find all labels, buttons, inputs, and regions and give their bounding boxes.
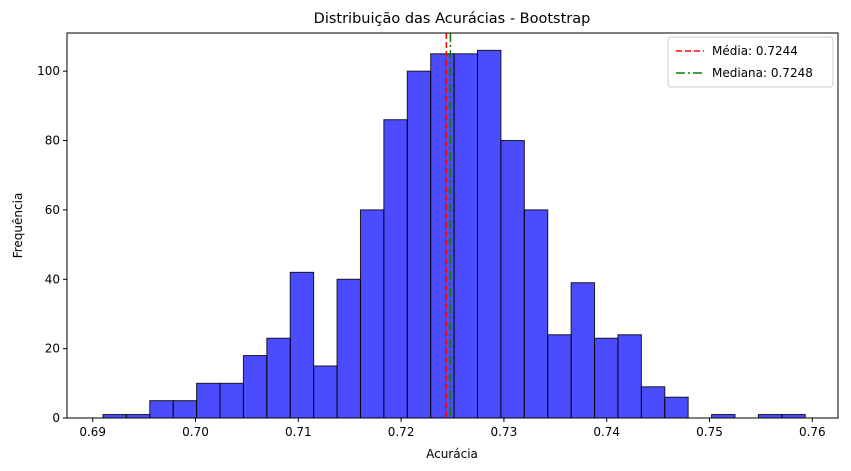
histogram-bar — [289, 271, 315, 419]
histogram-bar — [219, 382, 244, 419]
histogram-bar — [125, 414, 151, 419]
chart-title: Distribuição das Acurácias - Bootstrap — [314, 11, 591, 27]
histogram-bar — [757, 414, 783, 419]
histogram-bar — [102, 414, 127, 419]
histogram-bar — [359, 209, 385, 419]
x-tick-label: 0.70 — [182, 425, 209, 439]
legend-label-median: Mediana: 0.7248 — [712, 66, 813, 80]
histogram-bar — [149, 400, 174, 419]
histogram-bar — [172, 400, 198, 419]
histogram-bar — [781, 414, 806, 419]
histogram-bar — [196, 382, 221, 419]
histogram-bar — [406, 70, 432, 419]
histogram-bar — [547, 334, 572, 419]
x-tick-label: 0.69 — [79, 425, 106, 439]
axes-frame — [66, 32, 839, 419]
histogram-bars — [102, 49, 806, 419]
histogram-bar — [266, 337, 291, 419]
histogram-bar — [336, 278, 361, 419]
x-tick-label: 0.71 — [285, 425, 312, 439]
reference-lines — [445, 33, 452, 418]
histogram-bar — [617, 334, 642, 419]
y-tick-label: 20 — [45, 342, 60, 356]
histogram-bar — [640, 386, 666, 419]
legend: Média: 0.7244 Mediana: 0.7248 — [667, 36, 834, 88]
y-tick-label: 80 — [45, 134, 60, 148]
histogram-bar — [500, 140, 525, 419]
y-tick-label: 40 — [45, 272, 60, 286]
x-tick-label: 0.73 — [491, 425, 518, 439]
histogram-bar — [711, 414, 736, 419]
histogram-bar — [453, 53, 479, 419]
x-tick-label: 0.75 — [696, 425, 723, 439]
x-tick-label: 0.76 — [799, 425, 826, 439]
y-tick-label: 0 — [52, 411, 60, 425]
x-axis-ticks: 0.69 0.70 0.71 0.72 0.73 0.74 0.75 0.76 — [79, 418, 826, 439]
histogram-bar — [477, 49, 502, 419]
y-axis-ticks: 0 20 40 60 80 100 — [37, 64, 67, 425]
y-tick-label: 100 — [37, 64, 60, 78]
x-tick-label: 0.74 — [593, 425, 620, 439]
histogram-bar — [383, 119, 408, 419]
histogram-bar — [523, 209, 549, 419]
histogram-bar — [313, 365, 338, 419]
histogram-bar — [594, 337, 619, 419]
legend-box — [667, 36, 834, 88]
histogram-bar — [242, 355, 268, 419]
y-axis-label: Frequência — [11, 193, 25, 259]
histogram-bar — [570, 282, 596, 419]
histogram-bar — [664, 396, 689, 419]
x-tick-label: 0.72 — [388, 425, 415, 439]
x-axis-label: Acurácia — [426, 447, 478, 461]
legend-label-mean: Média: 0.7244 — [712, 44, 798, 58]
y-tick-label: 60 — [45, 203, 60, 217]
